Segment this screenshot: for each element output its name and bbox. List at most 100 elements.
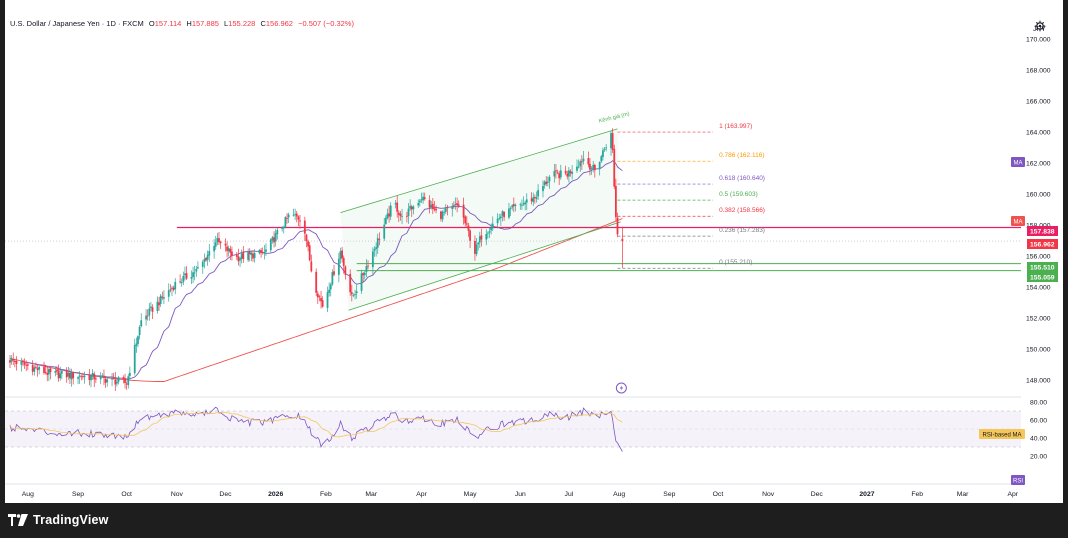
candle-body bbox=[193, 272, 196, 274]
time-tick-label: Jul bbox=[565, 491, 574, 498]
candle-body bbox=[452, 205, 455, 207]
candle-body bbox=[201, 261, 204, 267]
candle-body bbox=[525, 199, 528, 203]
candle-body bbox=[498, 218, 501, 219]
rsi-badge[interactable]: RSI bbox=[1011, 475, 1025, 485]
candle-body bbox=[99, 375, 102, 380]
candle-body bbox=[373, 248, 376, 251]
candle-body bbox=[514, 204, 517, 207]
candle-body bbox=[133, 345, 136, 374]
channel-label: Kênh giá (m) bbox=[598, 111, 630, 124]
price-tick-label: 152.000 bbox=[1026, 316, 1051, 323]
candle-body bbox=[397, 212, 400, 215]
candle-body bbox=[253, 253, 256, 258]
tradingview-logo[interactable]: TradingView bbox=[8, 513, 109, 527]
candle-body bbox=[80, 376, 83, 378]
candle-body bbox=[478, 236, 481, 243]
symbol-name[interactable]: U.S. Dollar / Japanese Yen · 1D · FXCM bbox=[10, 19, 144, 28]
channel-lower-line[interactable] bbox=[348, 221, 621, 311]
candle-body bbox=[533, 197, 536, 198]
candle-body bbox=[263, 251, 266, 254]
candle-body bbox=[530, 198, 533, 202]
high-value: 157.885 bbox=[191, 19, 219, 28]
candle-body bbox=[344, 266, 347, 275]
candle-body bbox=[56, 369, 58, 372]
candle-body bbox=[418, 200, 421, 203]
candle-body bbox=[441, 211, 444, 220]
rsi-ma-badge-text: RSI-based MA bbox=[982, 432, 1021, 438]
candle-body bbox=[35, 366, 37, 368]
candle-body bbox=[428, 200, 431, 208]
ma-short-badge[interactable]: MA bbox=[1011, 157, 1025, 167]
candle-body bbox=[13, 360, 16, 362]
candle-body bbox=[78, 375, 81, 377]
candle-body bbox=[213, 246, 216, 252]
fib-level-label: 0.382 (158.566) bbox=[719, 207, 765, 214]
price-chart[interactable]: Kênh giá (m) 1 (163.997) 0.786 (162.116) 0.… bbox=[5, 0, 1063, 503]
candle-body bbox=[326, 292, 329, 308]
time-tick-label: 2027 bbox=[859, 491, 874, 498]
time-tick-label: Dec bbox=[219, 491, 232, 498]
candle-body bbox=[580, 161, 583, 163]
candle-body bbox=[475, 244, 478, 255]
candle-body bbox=[224, 243, 227, 246]
candle-body bbox=[161, 296, 164, 298]
candle-body bbox=[292, 214, 295, 216]
candle-body bbox=[401, 216, 403, 217]
candle-body bbox=[36, 368, 39, 371]
channel-upper-line[interactable] bbox=[340, 128, 618, 213]
candle-body bbox=[77, 377, 79, 379]
candle-body bbox=[218, 238, 220, 243]
candle-body bbox=[587, 158, 590, 165]
candle-body bbox=[242, 252, 245, 260]
gear-icon[interactable] bbox=[1034, 20, 1046, 32]
candle-body bbox=[159, 295, 162, 305]
price-tick-label: 156.000 bbox=[1026, 254, 1051, 261]
candle-body bbox=[469, 230, 471, 241]
channel-fill bbox=[340, 128, 621, 311]
candle-body bbox=[383, 224, 386, 239]
candle-body bbox=[240, 253, 243, 259]
candle-body bbox=[128, 372, 131, 376]
candle-body bbox=[103, 376, 105, 378]
candle-body bbox=[423, 197, 426, 200]
candle-body bbox=[195, 268, 198, 272]
candle-body bbox=[546, 181, 549, 183]
fib-level-label: 1 (163.997) bbox=[719, 123, 752, 130]
candle-body bbox=[91, 372, 94, 377]
candle-body bbox=[433, 208, 436, 210]
candle-body bbox=[559, 170, 562, 178]
price-label-text: 155.059 bbox=[1030, 275, 1055, 282]
candle-body bbox=[10, 358, 13, 362]
candle-body bbox=[282, 226, 285, 229]
rsi-ma-badge[interactable]: RSI-based MA bbox=[979, 429, 1025, 439]
candle-body bbox=[33, 367, 36, 372]
candle-body bbox=[508, 208, 510, 218]
time-tick-label: Apr bbox=[416, 491, 427, 498]
candle-body bbox=[190, 277, 193, 279]
snapshot-header: BestSC created with TradingView.com, Aug… bbox=[6, 3, 229, 12]
candle-body bbox=[579, 161, 582, 167]
candle-body bbox=[125, 383, 128, 385]
candle-body bbox=[446, 207, 449, 209]
candle-body bbox=[417, 203, 420, 206]
ma-long-badge[interactable]: MA bbox=[1011, 216, 1025, 226]
candle-body bbox=[260, 250, 262, 253]
candle-body bbox=[512, 204, 515, 207]
low-value: 155.228 bbox=[228, 19, 256, 28]
candle-body bbox=[593, 164, 596, 171]
candle-body bbox=[354, 294, 356, 295]
lightning-icon[interactable] bbox=[615, 382, 627, 394]
candle-body bbox=[269, 239, 272, 251]
rsi-badge-text: RSI bbox=[1013, 478, 1023, 484]
candle-body bbox=[248, 251, 251, 255]
candle-body bbox=[394, 203, 397, 205]
candle-body bbox=[451, 205, 454, 209]
candle-body bbox=[388, 213, 390, 217]
candle-body bbox=[456, 203, 459, 206]
price-tick-label: 148.000 bbox=[1026, 378, 1051, 385]
candle-body bbox=[556, 172, 559, 174]
candle-body bbox=[341, 250, 343, 259]
candle-body bbox=[363, 272, 366, 276]
fib-level-label: 0.786 (162.116) bbox=[719, 152, 764, 159]
